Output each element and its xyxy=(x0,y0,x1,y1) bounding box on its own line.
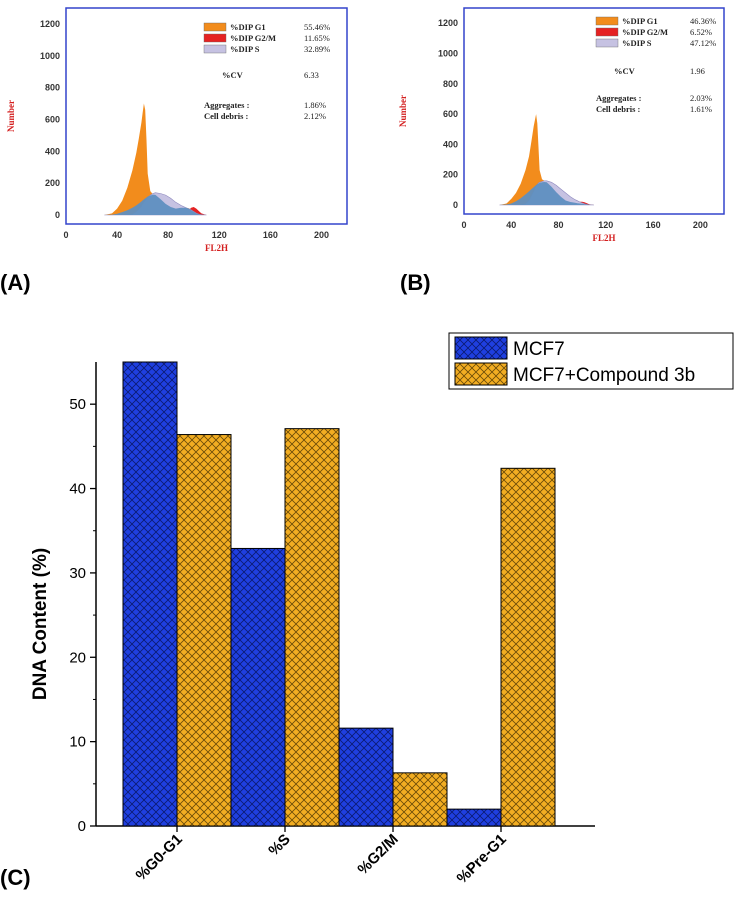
histogram-panel-a: 0 200 400 600 800 1000 1200 0 40 80 120 160 200 FL2H N… xyxy=(6,7,348,253)
bar-mcf7-compound-3b xyxy=(500,467,556,827)
x-tick-label: 0 xyxy=(63,230,68,240)
x-tick-label: 200 xyxy=(314,230,329,240)
y-tick-label: 30 xyxy=(69,565,86,582)
y-axis-label: Number xyxy=(6,100,16,132)
legend-swatch xyxy=(203,22,227,32)
y-tick-label: 600 xyxy=(443,109,458,119)
legend-label: %DIP G1 xyxy=(622,16,658,26)
legend-label: %DIP G2/M xyxy=(230,33,276,43)
y-tick-label: 0 xyxy=(55,210,60,220)
x-tick-label: 160 xyxy=(646,220,661,230)
histogram-area--dip-g1 xyxy=(499,114,594,205)
x-tick-label: 40 xyxy=(112,230,122,240)
y-tick-label: 0 xyxy=(453,200,458,210)
stat-label: %CV xyxy=(614,66,636,76)
stat-label: Cell debris : xyxy=(204,111,249,121)
x-tick-label: %G0-G1 xyxy=(133,831,186,884)
y-tick-label: 800 xyxy=(45,83,60,93)
bar-mcf7-compound-3b xyxy=(176,434,232,827)
histogram-area-blue xyxy=(499,182,594,205)
bar-chart-panel-c: 0 10 20 30 40 50 DNA Content (%) %G0-G1 %S %G2/M%… xyxy=(30,332,734,887)
x-tick-label: %S xyxy=(265,831,294,860)
x-tick-label: %Pre-G1 xyxy=(454,831,510,887)
legend-value: 46.36% xyxy=(690,16,716,26)
stat-value: 6.33 xyxy=(304,70,319,80)
stat-label: Aggregates : xyxy=(204,100,250,110)
y-axis-label: DNA Content (%) xyxy=(30,548,51,700)
legend-swatch xyxy=(454,336,508,360)
x-tick-label: 80 xyxy=(163,230,173,240)
x-tick-label: 120 xyxy=(212,230,227,240)
x-axis-label: FL2H xyxy=(205,243,228,253)
legend-swatch xyxy=(203,33,227,43)
legend-value: 32.89% xyxy=(304,44,330,54)
panel-label-b: (B) xyxy=(400,270,431,295)
legend-label: %DIP S xyxy=(622,38,652,48)
plot-frame xyxy=(65,7,348,225)
legend-label: %DIP G2/M xyxy=(622,27,668,37)
y-tick-label: 40 xyxy=(69,481,86,498)
x-tick-label: 200 xyxy=(693,220,708,230)
stat-value: 2.03% xyxy=(690,93,712,103)
bar-mcf7 xyxy=(230,547,286,827)
y-tick-label: 1200 xyxy=(40,19,60,29)
x-tick-label: 40 xyxy=(506,220,516,230)
x-tick-label: 0 xyxy=(461,220,466,230)
y-tick-label: 10 xyxy=(69,734,86,751)
x-axis-label: FL2H xyxy=(592,233,615,243)
bar-mcf7-compound-3b xyxy=(392,772,448,827)
y-tick-label: 1000 xyxy=(40,51,60,61)
plot-frame xyxy=(463,7,725,215)
legend-swatch xyxy=(454,362,508,386)
legend-swatch xyxy=(595,16,619,26)
legend-value: 55.46% xyxy=(304,22,330,32)
stat-label: Cell debris : xyxy=(596,104,641,114)
histogram-area-blue xyxy=(104,194,207,215)
y-tick-label: 0 xyxy=(78,818,86,835)
stat-label: %CV xyxy=(222,70,244,80)
legend-value: 11.65% xyxy=(304,33,330,43)
y-tick-label: 200 xyxy=(443,170,458,180)
histogram-panel-b: 0 200 400 600 800 1000 1200 0 40 80 120 160 200 FL2H N… xyxy=(398,7,725,243)
x-tick-label: %G2/M xyxy=(354,831,401,878)
x-tick-label: 120 xyxy=(598,220,613,230)
stat-value: 2.12% xyxy=(304,111,326,121)
legend-label: %DIP S xyxy=(230,44,260,54)
legend-swatch xyxy=(595,27,619,37)
bar-mcf7 xyxy=(446,808,502,827)
stat-value: 1.86% xyxy=(304,100,326,110)
y-tick-label: 400 xyxy=(443,139,458,149)
bar-mcf7-compound-3b xyxy=(284,428,340,827)
panel-label-c: (C) xyxy=(0,865,31,890)
legend-label: MCF7+Compound 3b xyxy=(513,365,695,386)
y-tick-label: 1000 xyxy=(438,48,458,58)
y-tick-label: 400 xyxy=(45,146,60,156)
y-tick-label: 20 xyxy=(69,649,86,666)
bar-mcf7 xyxy=(122,361,178,827)
stat-value: 1.96 xyxy=(690,66,705,76)
stat-value: 1.61% xyxy=(690,104,712,114)
legend-swatch xyxy=(203,44,227,54)
legend-value: 47.12% xyxy=(690,38,716,48)
histogram-area--dip-g1 xyxy=(104,103,207,215)
y-axis-label: Number xyxy=(398,95,408,127)
legend-value: 6.52% xyxy=(690,27,712,37)
legend-swatch xyxy=(595,38,619,48)
y-tick-label: 1200 xyxy=(438,18,458,28)
y-tick-label: 800 xyxy=(443,79,458,89)
stat-label: Aggregates : xyxy=(596,93,642,103)
legend-label: %DIP G1 xyxy=(230,22,266,32)
bar-mcf7 xyxy=(338,727,394,827)
legend-label: MCF7 xyxy=(513,339,565,360)
y-tick-label: 50 xyxy=(69,396,86,413)
panel-label-a: (A) xyxy=(0,270,31,295)
x-tick-label: 160 xyxy=(263,230,278,240)
y-tick-label: 200 xyxy=(45,178,60,188)
x-tick-label: 80 xyxy=(554,220,564,230)
y-tick-label: 600 xyxy=(45,114,60,124)
